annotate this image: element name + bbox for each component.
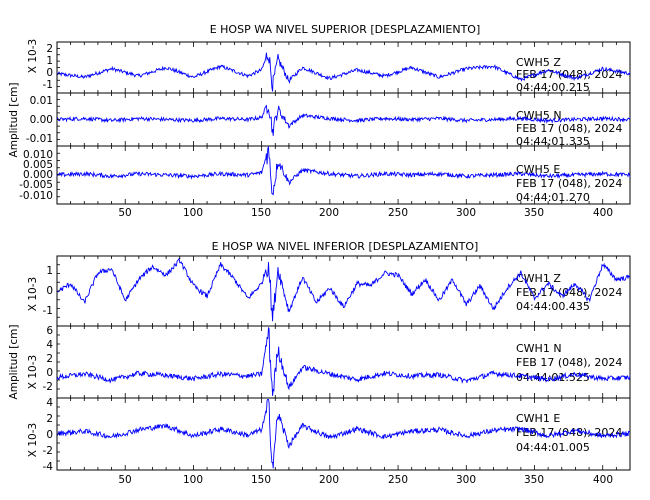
lower-xtick: 200 [319, 474, 339, 486]
lower-z-scale-label: X 10-3 [27, 277, 39, 311]
lower-xtick: 250 [388, 474, 408, 486]
lower-e-ytick: 0 [46, 429, 53, 441]
lower-e-ytick: -2 [43, 445, 53, 457]
lower-title: E HOSP WA NIVEL INFERIOR [DESPLAZAMIENTO… [212, 240, 479, 253]
upper-e-ytick: -0.005 [19, 179, 53, 191]
lower-n-ytick: 4 [46, 339, 53, 351]
lower-n-date: FEB 17 (048), 2024 [516, 356, 622, 369]
upper-e-time: 04:44:01.270 [516, 191, 590, 204]
lower-e-scale-label: X 10-3 [27, 423, 39, 457]
seismic-traces [56, 52, 631, 469]
upper-xtick: 200 [319, 207, 339, 219]
lower-n-ytick-labels: 6 4 2 0 -2 [43, 325, 54, 393]
upper-xtick: 400 [593, 207, 613, 219]
lower-xtick: 400 [593, 474, 613, 486]
lower-z-station: CWH1 Z [516, 272, 561, 285]
trace-lower-cwh1-z [56, 257, 631, 322]
lower-xtick-labels: 50 100 150 200 250 300 350 400 [118, 474, 613, 486]
lower-z-ytick-labels: 1 0 -1 [43, 265, 53, 317]
upper-z-station: CWH5 Z [516, 56, 561, 69]
upper-n-ytick: 0.01 [30, 95, 53, 107]
upper-e-ytick: -0.010 [19, 190, 53, 202]
lower-z-time: 04:44:00.435 [516, 300, 590, 313]
upper-ylabel: Amplitud [cm] [8, 83, 20, 158]
upper-e-ytick: 0.000 [23, 169, 53, 181]
trace-upper-cwh5-n [56, 105, 631, 136]
lower-e-ytick: -4 [43, 461, 54, 473]
lower-z-ytick: 0 [46, 285, 53, 297]
upper-z-ytick: 2 [46, 43, 53, 55]
lower-n-ytick: 6 [46, 325, 53, 337]
upper-z-ytick-labels: 2 1 0 -1 [43, 43, 53, 91]
lower-e-station: CWH1 E [516, 412, 560, 425]
lower-n-ytick: 2 [46, 353, 53, 365]
upper-xtick: 250 [388, 207, 408, 219]
upper-n-ytick: 0.00 [30, 114, 53, 126]
lower-xtick: 350 [524, 474, 544, 486]
upper-xtick: 150 [251, 207, 271, 219]
upper-title: E HOSP WA NIVEL SUPERIOR [DESPLAZAMIENTO… [210, 23, 481, 36]
trace-upper-cwh5-e [56, 145, 631, 196]
upper-z-ytick: 0 [46, 67, 53, 79]
lower-xtick: 100 [183, 474, 203, 486]
lower-ylabel: Amplitud [cm] [8, 325, 20, 400]
upper-xtick-labels: 50 100 150 200 250 300 350 400 [118, 207, 613, 219]
lower-panel-z: 1 0 -1 CWH1 Z FEB 17 (048), 2024 04:44:0… [43, 255, 631, 327]
lower-n-scale-label: X 10-3 [27, 355, 39, 389]
upper-n-ytick: -0.01 [26, 133, 53, 145]
upper-e-ytick-labels: 0.010 0.005 0.000 -0.005 -0.010 [19, 149, 53, 202]
upper-e-date: FEB 17 (048), 2024 [516, 177, 622, 190]
lower-e-ytick: 2 [46, 413, 53, 425]
lower-e-time: 04:44:01.005 [516, 441, 590, 454]
lower-z-ytick: 1 [46, 265, 53, 277]
lower-panel-n: 6 4 2 0 -2 CWH1 N FEB 17 (048), 2024 04:… [43, 325, 631, 399]
upper-xtick: 50 [118, 207, 131, 219]
lower-n-ytick: 0 [46, 367, 53, 379]
upper-z-scale-label: X 10-3 [27, 39, 39, 73]
lower-e-ytick: 4 [46, 397, 53, 409]
upper-z-time: 04:44:00.215 [516, 81, 590, 94]
lower-e-ytick-labels: 4 2 0 -2 -4 [43, 397, 54, 473]
upper-n-date: FEB 17 (048), 2024 [516, 122, 622, 135]
trace-upper-cwh5-z [56, 52, 631, 92]
upper-e-ytick: 0.010 [23, 149, 53, 161]
lower-n-station: CWH1 N [516, 342, 562, 355]
axis-tick-marks [57, 42, 617, 470]
lower-xtick: 150 [251, 474, 271, 486]
trace-lower-cwh1-e [56, 398, 631, 469]
trace-lower-cwh1-n [56, 327, 631, 396]
upper-panel-z: 2 1 0 -1 CWH5 Z FEB 17 (048), 2024 04:44… [43, 41, 631, 94]
lower-z-ytick: -1 [43, 305, 53, 317]
upper-xtick: 350 [524, 207, 544, 219]
upper-z-ytick: -1 [43, 79, 53, 91]
upper-e-ytick: 0.005 [23, 159, 53, 171]
upper-xtick: 100 [183, 207, 203, 219]
lower-n-ytick: -2 [43, 381, 53, 393]
upper-z-date: FEB 17 (048), 2024 [516, 68, 622, 81]
upper-xtick: 300 [456, 207, 476, 219]
lower-xtick: 300 [456, 474, 476, 486]
lower-xtick: 50 [118, 474, 131, 486]
upper-n-ytick-labels: 0.01 0.00 -0.01 [26, 95, 53, 145]
upper-z-ytick: 1 [46, 55, 53, 67]
